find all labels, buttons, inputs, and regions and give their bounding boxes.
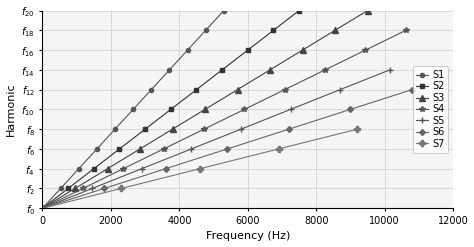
S7 <box>118 187 124 190</box>
S3 <box>170 128 175 131</box>
S6 <box>40 207 46 210</box>
S2 <box>296 9 302 12</box>
Line: S5: S5 <box>39 66 393 212</box>
Line: S6: S6 <box>40 87 414 210</box>
S1 <box>40 207 46 210</box>
S7 <box>197 167 203 170</box>
Line: S4: S4 <box>40 28 409 211</box>
S4 <box>242 108 247 111</box>
S5 <box>189 147 194 150</box>
S3 <box>235 88 240 91</box>
S5 <box>139 167 145 170</box>
S3 <box>300 49 305 52</box>
Line: S1: S1 <box>40 0 407 210</box>
S4 <box>282 88 288 91</box>
S1 <box>203 29 209 32</box>
S3 <box>105 167 110 170</box>
S1 <box>58 187 64 190</box>
X-axis label: Frequency (Hz): Frequency (Hz) <box>206 231 290 242</box>
S2 <box>117 147 122 150</box>
S1 <box>185 49 191 52</box>
S5 <box>89 187 95 190</box>
S2 <box>193 88 199 91</box>
S1 <box>130 108 136 111</box>
Line: S3: S3 <box>40 0 403 211</box>
S1 <box>166 68 172 71</box>
S3 <box>332 29 338 32</box>
S2 <box>91 167 97 170</box>
S3 <box>267 68 273 71</box>
S3 <box>202 108 208 111</box>
S4 <box>363 49 368 52</box>
S2 <box>271 29 276 32</box>
S5 <box>288 108 293 111</box>
S6 <box>347 108 353 111</box>
S4 <box>120 167 126 170</box>
S2 <box>219 68 225 71</box>
S4 <box>80 187 86 190</box>
Line: S7: S7 <box>40 126 360 211</box>
S5 <box>40 207 46 210</box>
S6 <box>286 128 292 131</box>
S1 <box>94 147 100 150</box>
S4 <box>201 128 207 131</box>
Legend: S1, S2, S3, S4, S5, S6, S7: S1, S2, S3, S4, S5, S6, S7 <box>412 66 448 153</box>
S1 <box>112 128 118 131</box>
S4 <box>322 68 328 71</box>
S7 <box>276 147 282 150</box>
S4 <box>40 207 46 210</box>
S3 <box>137 147 143 150</box>
S2 <box>168 108 173 111</box>
S4 <box>161 147 166 150</box>
S1 <box>221 9 227 12</box>
Y-axis label: Harmonic: Harmonic <box>6 82 16 136</box>
Line: S2: S2 <box>40 0 404 210</box>
S5 <box>238 128 244 131</box>
S2 <box>245 49 251 52</box>
S4 <box>403 29 409 32</box>
S5 <box>387 68 392 71</box>
S3 <box>40 207 46 210</box>
S6 <box>101 187 107 190</box>
S3 <box>365 9 370 12</box>
S6 <box>224 147 230 150</box>
S7 <box>355 128 360 131</box>
S2 <box>142 128 148 131</box>
S2 <box>40 207 46 210</box>
S1 <box>76 167 82 170</box>
S5 <box>337 88 343 91</box>
S6 <box>163 167 169 170</box>
S2 <box>65 187 71 190</box>
S7 <box>40 207 46 210</box>
S1 <box>148 88 154 91</box>
S3 <box>72 187 78 190</box>
S6 <box>409 88 415 91</box>
